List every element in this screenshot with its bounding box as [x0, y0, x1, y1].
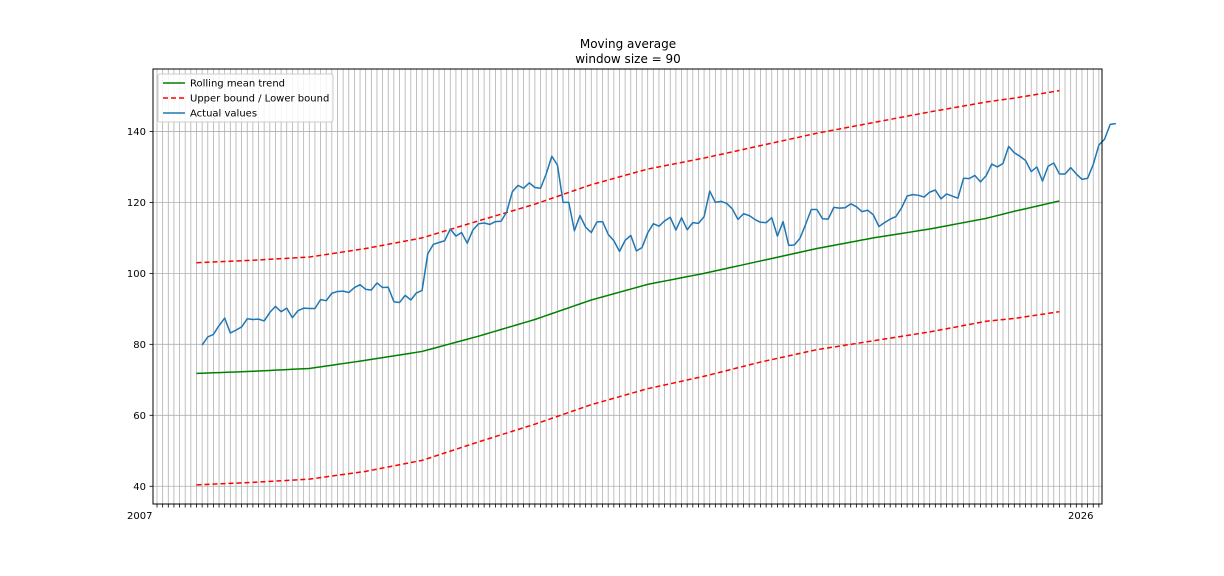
chart-title: Moving average	[580, 37, 676, 51]
axis-ticks: 40 60 80 100 120 140	[127, 127, 1100, 508]
y-tick-label: 100	[127, 269, 146, 280]
rolling-mean-line	[196, 200, 1060, 375]
y-tick-label: 40	[133, 482, 146, 493]
actual-values-line	[201, 122, 1116, 346]
y-tick-label: 120	[127, 198, 146, 209]
legend: Rolling mean trend Upper bound / Lower b…	[157, 73, 334, 123]
legend-label-actual: Actual values	[190, 109, 257, 120]
plot-frame	[152, 68, 1103, 505]
legend-label-bounds: Upper bound / Lower bound	[190, 94, 329, 105]
y-tick-label: 140	[127, 127, 146, 138]
legend-label-rolling-mean: Rolling mean trend	[190, 79, 285, 90]
x-tick-label-first: 2007	[127, 511, 152, 522]
lower-bound-line	[196, 310, 1060, 486]
grid-lines	[153, 69, 1102, 504]
series-lines	[196, 89, 1116, 486]
legend-box	[157, 73, 334, 123]
x-tick-label-last: 2026	[1068, 511, 1093, 522]
chart-subtitle: window size = 90	[575, 52, 681, 66]
y-tick-label: 60	[133, 411, 146, 422]
y-tick-label: 80	[133, 340, 146, 351]
upper-bound-line	[196, 89, 1060, 264]
